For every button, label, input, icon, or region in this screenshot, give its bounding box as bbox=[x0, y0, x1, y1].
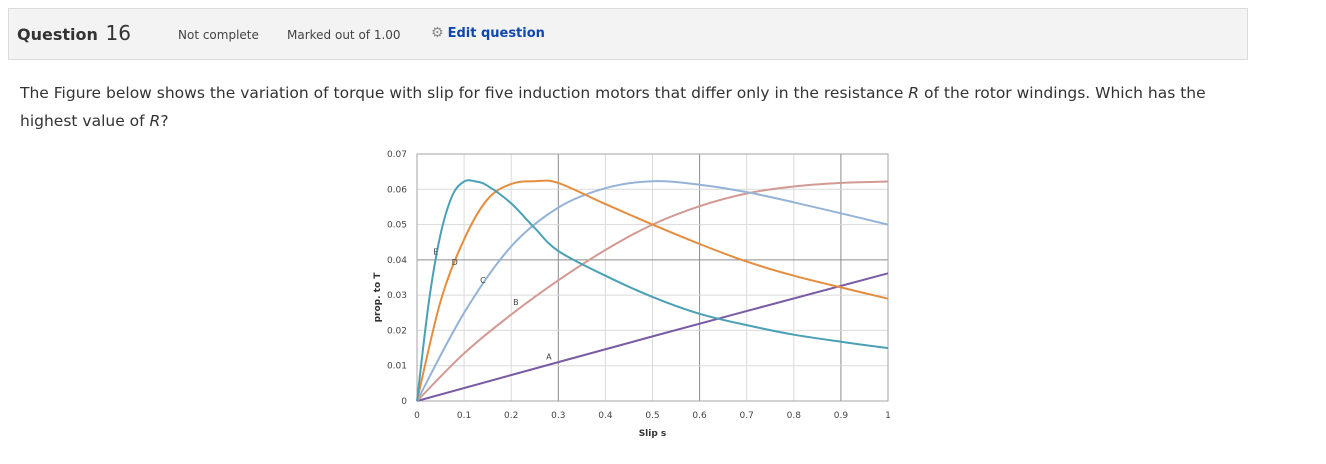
x-tick-label: 0 bbox=[414, 411, 420, 421]
x-tick-label: 1 bbox=[885, 411, 891, 421]
y-tick-label: 0.07 bbox=[387, 150, 407, 160]
y-tick-label: 0.02 bbox=[387, 326, 407, 336]
curve-label-a: A bbox=[546, 352, 552, 361]
x-tick-label: 0.7 bbox=[740, 411, 754, 421]
edit-question-link[interactable]: ⚙ Edit question bbox=[431, 25, 545, 41]
curve-label-d: D bbox=[452, 258, 458, 267]
curve-label-c: C bbox=[480, 276, 486, 285]
question-text-part-1: The Figure below shows the variation of … bbox=[20, 84, 909, 102]
y-tick-label: 0.05 bbox=[387, 221, 407, 231]
y-tick-label: 0.01 bbox=[387, 362, 407, 372]
gear-icon: ⚙ bbox=[431, 25, 444, 41]
torque-slip-chart: 0 0.01 0.02 0.03 0.04 0.05 0.06 0.07 0 0.1 0.2 0.3 0… bbox=[373, 150, 891, 439]
y-tick-label: 0 bbox=[401, 397, 407, 407]
plot-area-border bbox=[416, 153, 889, 402]
question-text-variable-r: R bbox=[908, 84, 920, 102]
x-tick-label: 0.8 bbox=[787, 411, 802, 421]
question-info-box: Question 16 Not complete Marked out of 1… bbox=[8, 8, 1248, 60]
x-axis-title: Slip s bbox=[639, 429, 667, 439]
x-tick-label: 0.6 bbox=[692, 411, 707, 421]
series-line-c bbox=[416, 180, 889, 402]
x-tick-label: 0.9 bbox=[834, 411, 849, 421]
question-text: The Figure below shows the variation of … bbox=[20, 79, 1260, 135]
x-tick-label: 0.2 bbox=[504, 411, 518, 421]
question-text-part-2: of the rotor windings. Which has the hig… bbox=[20, 84, 1206, 130]
y-tick-label: 0.06 bbox=[387, 185, 407, 195]
series-line-a bbox=[416, 272, 889, 402]
question-state: Not complete bbox=[178, 28, 259, 42]
curve-label-b: B bbox=[513, 298, 519, 307]
question-text-variable-r-2: R bbox=[149, 112, 161, 130]
question-number: Question 16 bbox=[17, 21, 131, 45]
x-tick-label: 0.3 bbox=[551, 411, 565, 421]
curve-label-e: E bbox=[433, 248, 438, 257]
edit-question-label: Edit question bbox=[447, 26, 545, 41]
x-tick-label: 0.1 bbox=[457, 411, 471, 421]
y-tick-label: 0.03 bbox=[387, 291, 407, 301]
question-grade: Marked out of 1.00 bbox=[287, 28, 401, 42]
y-tick-label: 0.04 bbox=[387, 256, 407, 266]
question-label: Question bbox=[17, 25, 98, 44]
x-tick-label: 0.4 bbox=[598, 411, 613, 421]
question-text-part-3: ? bbox=[160, 112, 169, 130]
y-axis-title: prop. to T bbox=[373, 272, 383, 323]
series-line-e bbox=[416, 179, 889, 402]
question-number-value: 16 bbox=[105, 21, 131, 45]
x-tick-label: 0.5 bbox=[645, 411, 659, 421]
series-line-d bbox=[416, 179, 889, 402]
